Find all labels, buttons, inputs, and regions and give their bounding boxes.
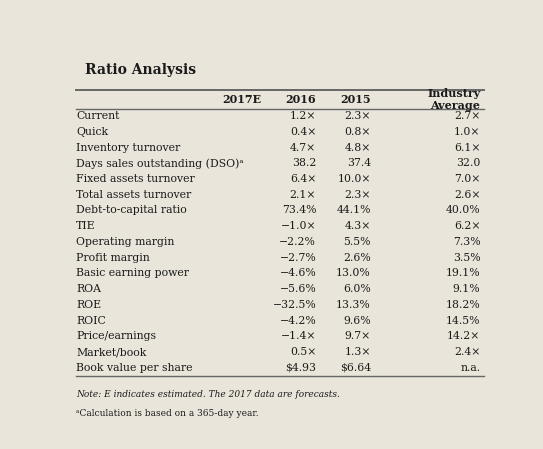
Text: 2.3×: 2.3× <box>344 111 371 121</box>
Text: Inventory turnover: Inventory turnover <box>76 143 180 153</box>
Text: 3.5%: 3.5% <box>453 253 481 263</box>
Text: 13.3%: 13.3% <box>336 300 371 310</box>
Text: 1.3×: 1.3× <box>344 347 371 357</box>
Text: ROA: ROA <box>76 284 102 294</box>
Text: 0.4×: 0.4× <box>290 127 316 137</box>
Text: 14.5%: 14.5% <box>446 316 481 326</box>
Text: Book value per share: Book value per share <box>76 363 193 373</box>
Text: 9.6%: 9.6% <box>343 316 371 326</box>
Text: 6.4×: 6.4× <box>290 174 316 184</box>
Text: 44.1%: 44.1% <box>336 206 371 216</box>
Text: 19.1%: 19.1% <box>446 269 481 278</box>
Text: −2.2%: −2.2% <box>279 237 316 247</box>
Text: 40.0%: 40.0% <box>446 206 481 216</box>
Text: 2.6%: 2.6% <box>343 253 371 263</box>
Text: Operating margin: Operating margin <box>76 237 175 247</box>
Text: TIE: TIE <box>76 221 96 231</box>
Text: 6.2×: 6.2× <box>454 221 481 231</box>
Text: ᵃCalculation is based on a 365-day year.: ᵃCalculation is based on a 365-day year. <box>76 409 259 418</box>
Text: −4.6%: −4.6% <box>280 269 316 278</box>
Text: Ratio Analysis: Ratio Analysis <box>85 62 196 76</box>
Text: 37.4: 37.4 <box>347 158 371 168</box>
Text: $6.64: $6.64 <box>340 363 371 373</box>
Text: Note: E indicates estimated. The 2017 data are forecasts.: Note: E indicates estimated. The 2017 da… <box>76 390 340 399</box>
Text: 32.0: 32.0 <box>456 158 481 168</box>
Text: −2.7%: −2.7% <box>280 253 316 263</box>
Text: 7.3%: 7.3% <box>453 237 481 247</box>
Text: 1.0×: 1.0× <box>454 127 481 137</box>
Text: −32.5%: −32.5% <box>273 300 316 310</box>
Text: ROIC: ROIC <box>76 316 106 326</box>
Text: 0.5×: 0.5× <box>290 347 316 357</box>
Text: 1.2×: 1.2× <box>289 111 316 121</box>
Text: 4.3×: 4.3× <box>344 221 371 231</box>
Text: −1.0×: −1.0× <box>281 221 316 231</box>
Text: Basic earning power: Basic earning power <box>76 269 190 278</box>
Text: 14.2×: 14.2× <box>447 331 481 341</box>
Text: 5.5%: 5.5% <box>343 237 371 247</box>
Text: 2017E: 2017E <box>222 94 262 105</box>
Text: 7.0×: 7.0× <box>454 174 481 184</box>
Text: 10.0×: 10.0× <box>337 174 371 184</box>
Text: 2016: 2016 <box>286 94 316 105</box>
Text: 73.4%: 73.4% <box>282 206 316 216</box>
Text: Current: Current <box>76 111 119 121</box>
Text: Price/earnings: Price/earnings <box>76 331 156 341</box>
Text: −5.6%: −5.6% <box>280 284 316 294</box>
Text: 2.7×: 2.7× <box>454 111 481 121</box>
Text: −1.4×: −1.4× <box>281 331 316 341</box>
Text: n.a.: n.a. <box>460 363 481 373</box>
Text: Market/book: Market/book <box>76 347 147 357</box>
Text: −4.2%: −4.2% <box>280 316 316 326</box>
Text: 2.6×: 2.6× <box>454 190 481 200</box>
Text: 4.7×: 4.7× <box>290 143 316 153</box>
Text: Total assets turnover: Total assets turnover <box>76 190 192 200</box>
Text: Fixed assets turnover: Fixed assets turnover <box>76 174 195 184</box>
Text: $4.93: $4.93 <box>285 363 316 373</box>
Text: Industry
Average: Industry Average <box>427 88 481 111</box>
Text: Profit margin: Profit margin <box>76 253 150 263</box>
Text: 2.3×: 2.3× <box>344 190 371 200</box>
Text: Quick: Quick <box>76 127 109 137</box>
Text: 0.8×: 0.8× <box>344 127 371 137</box>
Text: 2.4×: 2.4× <box>454 347 481 357</box>
Text: 6.1×: 6.1× <box>454 143 481 153</box>
Text: 6.0%: 6.0% <box>343 284 371 294</box>
Text: 18.2%: 18.2% <box>446 300 481 310</box>
Text: ROE: ROE <box>76 300 102 310</box>
Text: 38.2: 38.2 <box>292 158 316 168</box>
Text: 13.0%: 13.0% <box>336 269 371 278</box>
Text: 9.7×: 9.7× <box>345 331 371 341</box>
Text: 4.8×: 4.8× <box>344 143 371 153</box>
Text: 2.1×: 2.1× <box>289 190 316 200</box>
Text: 9.1%: 9.1% <box>453 284 481 294</box>
Text: Debt-to-capital ratio: Debt-to-capital ratio <box>76 206 187 216</box>
Text: Days sales outstanding (DSO)ᵃ: Days sales outstanding (DSO)ᵃ <box>76 158 244 168</box>
Text: 2015: 2015 <box>340 94 371 105</box>
